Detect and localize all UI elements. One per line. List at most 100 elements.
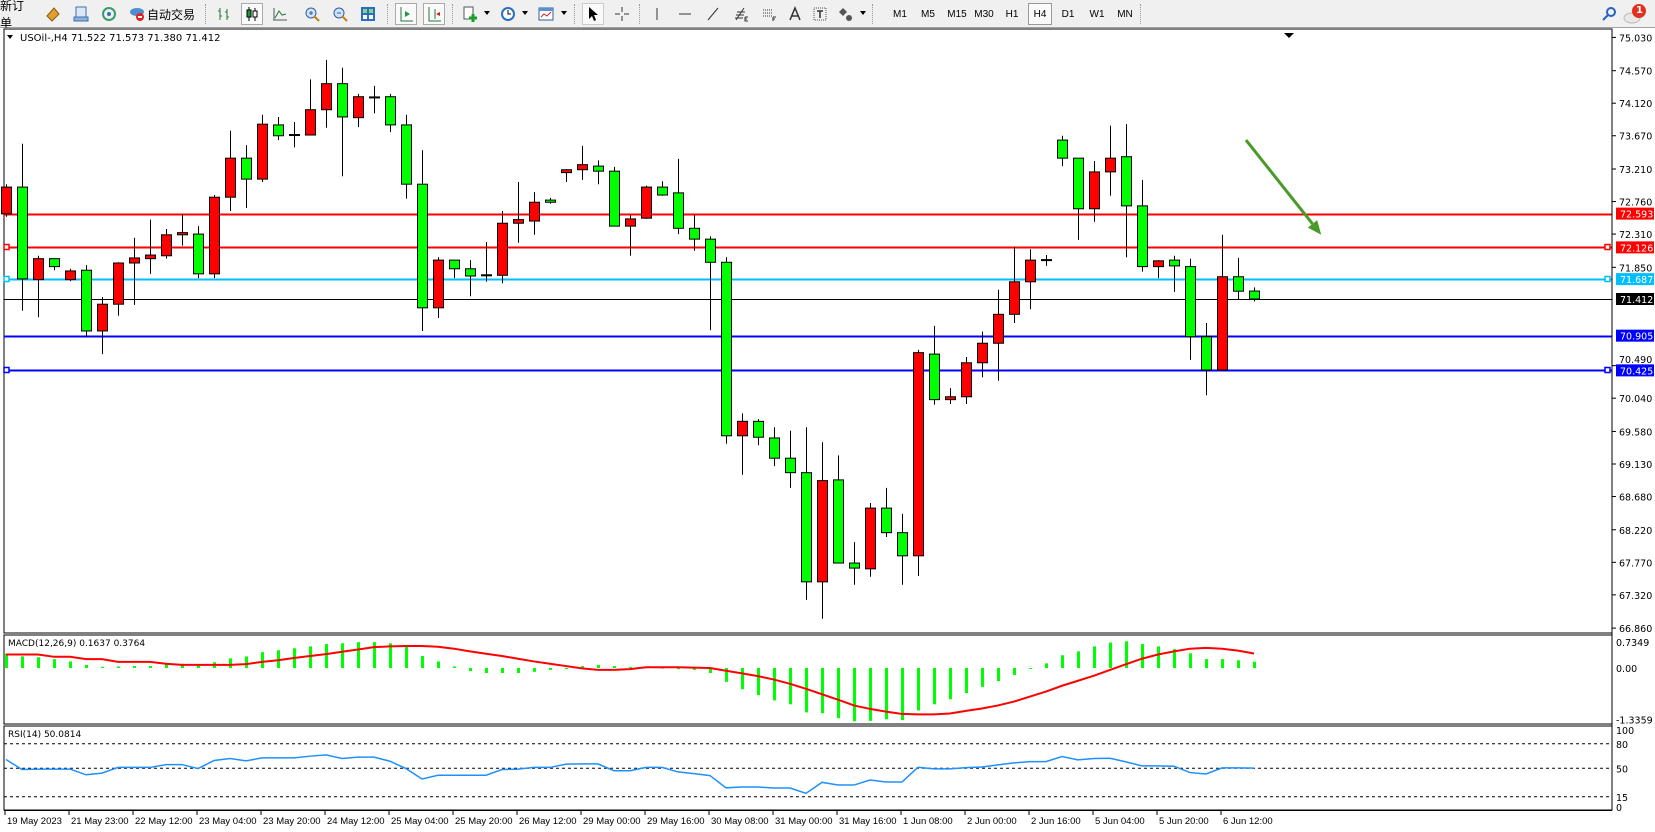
trendline-icon[interactable] (702, 3, 724, 25)
timeframe-m1[interactable]: M1 (893, 8, 907, 20)
macd-histogram-bar (405, 646, 408, 668)
crosshair-icon[interactable] (611, 3, 633, 25)
candle-body (545, 199, 556, 203)
chart-menu-triangle-icon[interactable] (7, 35, 13, 39)
macd-histogram-bar (1157, 646, 1160, 668)
indicators-icon[interactable] (459, 3, 481, 25)
candlestick-icon[interactable] (241, 3, 263, 25)
candle-body (321, 83, 332, 111)
timeframe-m15[interactable]: M15 (947, 8, 967, 20)
trend-arrow-line[interactable] (1244, 139, 1314, 225)
chart-header: USOil-,H4 71.522 71.573 71.380 71.412 (20, 33, 220, 44)
level-handle-right[interactable] (1604, 366, 1611, 374)
fibo-fan-icon[interactable] (758, 3, 780, 25)
candle-body (81, 269, 92, 332)
candle-body (1, 186, 12, 215)
timeframe-mn[interactable]: MN (1117, 8, 1133, 20)
level-handle-left[interactable] (3, 243, 10, 251)
chart-shift-icon[interactable] (423, 3, 445, 25)
text-icon[interactable] (784, 3, 806, 25)
horizontal-line-icon[interactable] (674, 3, 696, 25)
macd-histogram-bar (549, 668, 552, 670)
timeframe-d1[interactable]: D1 (1061, 8, 1075, 20)
candle (481, 242, 492, 282)
candle-body (625, 218, 636, 227)
zoom-in-icon[interactable] (301, 3, 323, 25)
price-level-tag (1616, 207, 1654, 220)
chart-shift-marker-icon[interactable] (1284, 33, 1294, 38)
macd-histogram-bar (901, 668, 904, 721)
candle-body (353, 96, 364, 119)
candle (321, 59, 332, 128)
macd-histogram-bar (1221, 659, 1224, 668)
toolbar-separator (639, 4, 641, 24)
candle (17, 143, 28, 311)
indicators-dropdown-arrow[interactable] (484, 11, 490, 15)
signals-icon[interactable] (98, 3, 120, 25)
auto-trading-button[interactable]: 自动交易 (124, 3, 200, 25)
candle-body (1201, 336, 1212, 371)
candle-body (801, 472, 812, 583)
level-handle-right[interactable] (1604, 243, 1611, 251)
templates-dropdown-arrow[interactable] (561, 11, 567, 15)
timeframe-m5[interactable]: M5 (921, 8, 935, 20)
time-tick-label: 23 May 04:00 (199, 816, 257, 827)
line-chart-icon[interactable] (269, 3, 291, 25)
fibonacci-icon[interactable] (730, 3, 752, 25)
macd-tick-label: -1.3359 (1616, 716, 1653, 727)
chart-window[interactable]: 75.030 74.570 74.120 73.670 73.210 72.760 72.3… (0, 28, 1655, 832)
search-icon[interactable] (1598, 3, 1620, 25)
macd-histogram-bar (357, 642, 360, 668)
candle (801, 427, 812, 600)
level-handle-right[interactable] (1604, 275, 1611, 283)
candle-body (769, 437, 780, 459)
templates-icon[interactable] (535, 3, 557, 25)
candle-body (817, 480, 828, 583)
macd-histogram-bar (149, 666, 152, 668)
auto-scroll-icon[interactable] (395, 3, 417, 25)
candle (81, 265, 92, 337)
periodicity-dropdown-arrow[interactable] (522, 11, 528, 15)
candle-body (1185, 266, 1196, 338)
shapes-icon[interactable] (834, 3, 856, 25)
timeframe-h1[interactable]: H1 (1005, 8, 1019, 20)
text-label-icon[interactable] (809, 3, 831, 25)
chart-canvas[interactable]: 75.030 74.570 74.120 73.670 73.210 72.760 72.3… (0, 28, 1655, 832)
bar-chart-icon[interactable] (213, 3, 235, 25)
candle (593, 160, 604, 185)
candle-body (129, 257, 140, 264)
candle (97, 296, 108, 355)
shapes-dropdown-arrow[interactable] (860, 11, 866, 15)
market-watch-icon[interactable] (42, 3, 64, 25)
vertical-line-icon[interactable] (646, 3, 668, 25)
tile-windows-icon[interactable] (357, 3, 379, 25)
candle-body (577, 164, 588, 171)
candle (449, 259, 460, 279)
candle-body (113, 262, 124, 305)
zoom-out-icon[interactable] (329, 3, 351, 25)
candle-body (145, 254, 156, 260)
candle (433, 257, 444, 318)
notifications-button[interactable]: 1 (1622, 3, 1648, 25)
new-order-button[interactable]: 新订单 (0, 0, 34, 30)
macd-histogram-bar (981, 668, 984, 687)
data-window-icon[interactable] (70, 3, 92, 25)
timeframe-w1[interactable]: W1 (1089, 8, 1105, 20)
candle (609, 166, 620, 227)
candle-body (529, 201, 540, 222)
timeframe-m30[interactable]: M30 (974, 8, 994, 20)
level-handle-left[interactable] (3, 366, 10, 374)
price-level-tag-label: 72.126 (1620, 243, 1653, 254)
price-tick-label: 70.490 (1619, 355, 1652, 366)
level-handle-left[interactable] (3, 275, 10, 283)
periodicity-icon[interactable] (497, 3, 519, 25)
timeframe-h4[interactable]: H4 (1028, 3, 1052, 25)
price-level-tag-label: 72.593 (1620, 210, 1653, 221)
cursor-icon[interactable] (582, 3, 604, 25)
price-axis (1613, 28, 1655, 810)
price-tick-label: 69.580 (1619, 427, 1652, 438)
trend-arrow-head-icon[interactable] (1307, 220, 1322, 235)
candle (529, 192, 540, 235)
candle-body (1249, 290, 1260, 300)
macd-histogram-bar (1077, 651, 1080, 668)
